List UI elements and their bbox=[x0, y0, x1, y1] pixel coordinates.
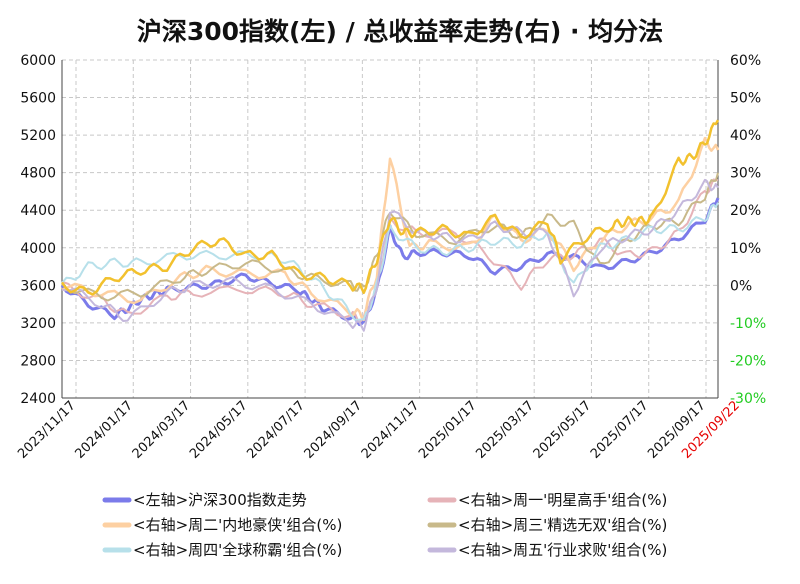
x-tick-label: 2024/05/17 bbox=[187, 398, 251, 462]
x-tick-label: 2025/05/17 bbox=[531, 398, 595, 462]
x-tick-label: 2024/11/17 bbox=[359, 398, 423, 462]
series-layer bbox=[60, 119, 720, 332]
series-line-mon bbox=[61, 178, 719, 324]
legend-label-index: <左轴>沪深300指数走势 bbox=[133, 491, 307, 509]
y-left-tick-label: 2800 bbox=[20, 353, 56, 369]
series-line-wed bbox=[61, 172, 719, 302]
x-tick-label: 2025/01/17 bbox=[416, 398, 480, 462]
y-right-tick-label: 0% bbox=[730, 278, 752, 294]
y-left-tick-label: 6000 bbox=[20, 53, 56, 69]
y-right-tick-label: 50% bbox=[730, 91, 761, 107]
axes: 2400 2800 3200 3600 4000 4400 4800 5200 5600 6000… bbox=[15, 53, 766, 462]
y-left-tick-label: 4800 bbox=[20, 166, 56, 182]
legend-label-wed: <右轴>周三'精选无双'组合(%) bbox=[458, 516, 667, 534]
x-tick-label: 2024/07/17 bbox=[244, 398, 308, 462]
y-right-tick-label: -10% bbox=[730, 316, 766, 332]
y-right-tick-label: -30% bbox=[730, 391, 766, 407]
y-right-tick-label: 60% bbox=[730, 53, 761, 69]
legend-label-fri: <右轴>周五'行业求败'组合(%) bbox=[458, 541, 667, 559]
x-tick-label: 2024/03/17 bbox=[130, 398, 194, 462]
y-right-tick-label: 10% bbox=[730, 241, 761, 257]
y-left-tick-label: 3600 bbox=[20, 278, 56, 294]
series-line-wed_main bbox=[60, 119, 720, 296]
legend-label-mon: <右轴>周一'明星高手'组合(%) bbox=[458, 491, 667, 509]
grid-lines bbox=[62, 59, 718, 399]
y-right-tick-label: 20% bbox=[730, 203, 761, 219]
x-tick-label: 2024/01/17 bbox=[73, 398, 137, 462]
y-left-tick-label: 3200 bbox=[20, 316, 56, 332]
chart-title: 沪深300指数(左) / 总收益率走势(右) · 均分法 bbox=[137, 17, 663, 46]
legend-label-tue: <右轴>周二'内地豪侠'组合(%) bbox=[133, 516, 342, 534]
series-line-fri bbox=[61, 178, 719, 332]
legend: <左轴>沪深300指数走势 <右轴>周一'明星高手'组合(%) <右轴>周二'内地豪… bbox=[102, 491, 667, 559]
y-right-tick-label: -20% bbox=[730, 353, 766, 369]
legend-label-thu: <右轴>周四'全球称霸'组合(%) bbox=[133, 541, 342, 559]
x-tick-label: 2023/11/17 bbox=[15, 398, 79, 462]
y-right-tick-label: 30% bbox=[730, 166, 761, 182]
x-tick-label: 2024/09/17 bbox=[302, 398, 366, 462]
y-right-tick-label: 40% bbox=[730, 128, 761, 144]
x-tick-label: 2025/03/17 bbox=[473, 398, 537, 462]
series-line-thu bbox=[61, 202, 719, 321]
y-left-tick-label: 4000 bbox=[20, 241, 56, 257]
y-left-tick-label: 4400 bbox=[20, 203, 56, 219]
y-left-tick-label: 5600 bbox=[20, 91, 56, 107]
x-tick-label: 2025/07/17 bbox=[588, 398, 652, 462]
y-left-tick-label: 2400 bbox=[20, 391, 56, 407]
y-left-tick-label: 5200 bbox=[20, 128, 56, 144]
series-line-tue bbox=[61, 136, 720, 322]
